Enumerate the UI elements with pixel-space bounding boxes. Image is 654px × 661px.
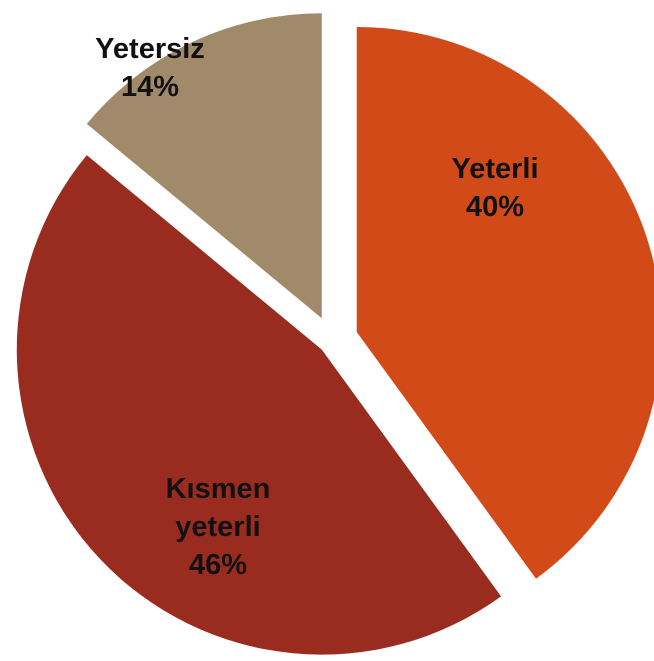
category-label: Yetersiz: [95, 33, 205, 65]
pie-slice: [16, 155, 502, 655]
slice-label: Yeterli 40%: [420, 150, 570, 226]
slice-label: Kısmen yeterli 46%: [143, 470, 293, 584]
category-label: Yeterli: [451, 153, 539, 185]
value-label: 46%: [188, 549, 248, 581]
value-label: 40%: [465, 191, 525, 223]
value-label: 14%: [120, 71, 180, 103]
pie-slice: [356, 26, 654, 579]
slice-label: Yetersiz 14%: [75, 30, 225, 106]
pie-slice: [86, 13, 322, 319]
category-label: Kısmen yeterli: [165, 473, 271, 543]
